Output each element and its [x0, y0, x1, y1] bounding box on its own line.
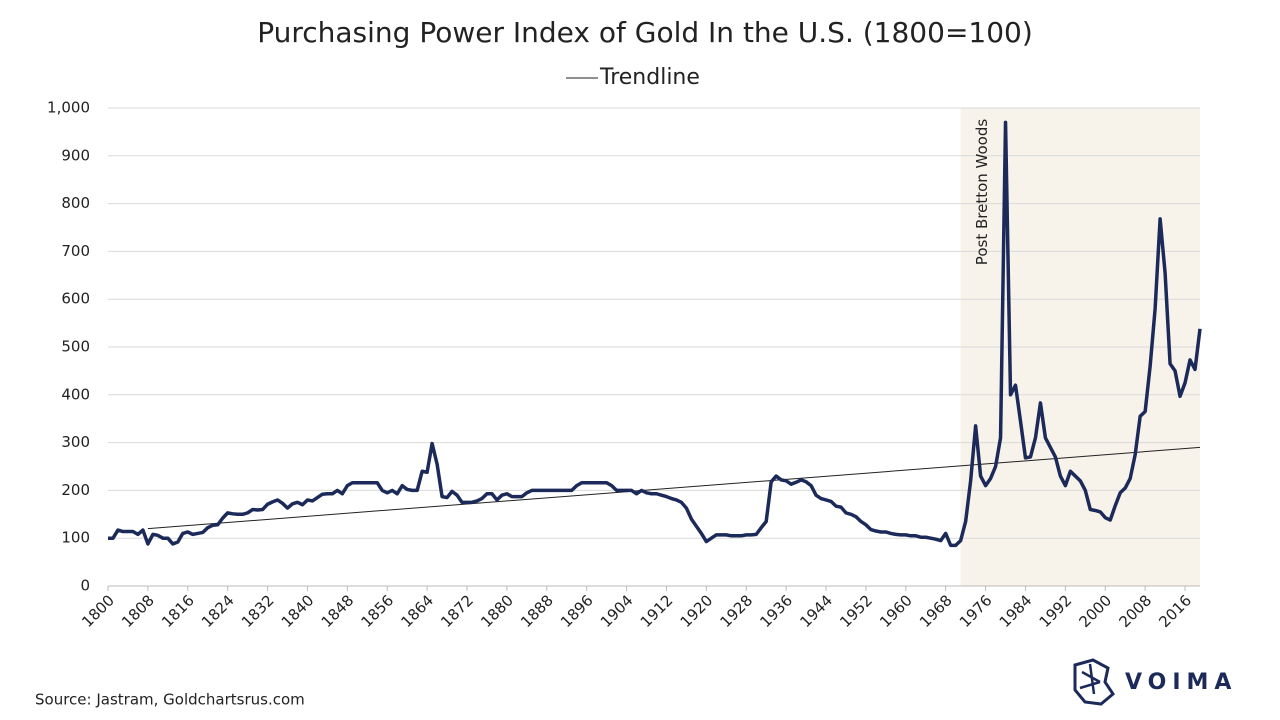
x-tick-label: 1936	[756, 591, 796, 631]
x-tick-label: 1848	[318, 591, 358, 631]
y-tick-label: 900	[61, 146, 90, 164]
x-tick-label: 1912	[637, 591, 677, 631]
y-tick-label: 200	[61, 481, 90, 499]
y-tick-label: 600	[61, 290, 90, 308]
x-tick-label: 1840	[278, 591, 318, 631]
x-tick-label: 1896	[557, 591, 597, 631]
x-tick-label: 1984	[996, 591, 1036, 631]
y-tick-label: 800	[61, 194, 90, 212]
x-tick-label: 2016	[1155, 591, 1195, 631]
x-tick-label: 1856	[358, 591, 398, 631]
chart-title: Purchasing Power Index of Gold In the U.…	[257, 16, 1033, 49]
y-tick-label: 1,000	[47, 99, 90, 117]
x-tick-label: 1864	[397, 591, 437, 631]
x-tick-label: 1816	[158, 591, 198, 631]
x-tick-label: 1960	[876, 591, 916, 631]
x-tick-label: 1872	[437, 591, 477, 631]
x-tick-label: 1832	[238, 591, 278, 631]
x-tick-label: 1824	[198, 591, 238, 631]
x-tick-label: 1976	[956, 591, 996, 631]
x-tick-label: 2000	[1076, 591, 1116, 631]
x-tick-label: 1800	[78, 591, 118, 631]
brand-logo: VOIMA	[1073, 658, 1237, 706]
brand-name: VOIMA	[1125, 670, 1237, 695]
x-tick-label: 1968	[916, 591, 956, 631]
y-tick-label: 100	[61, 529, 90, 547]
data-line	[108, 120, 1202, 548]
y-tick-label: 500	[61, 338, 90, 356]
trendline	[147, 446, 1201, 530]
y-tick-label: 700	[61, 242, 90, 260]
x-tick-label: 1952	[836, 591, 876, 631]
region-label: Post Bretton Woods	[973, 119, 991, 266]
y-tick-label: 300	[61, 433, 90, 451]
x-tick-label: 1808	[118, 591, 158, 631]
y-tick-label: 400	[61, 385, 90, 403]
source-note: Source: Jastram, Goldchartsrus.com	[35, 691, 305, 709]
x-tick-label: 1904	[597, 591, 637, 631]
x-tick-label: 1944	[796, 591, 836, 631]
x-tick-label: 1920	[677, 591, 717, 631]
background-layer	[108, 107, 1200, 587]
legend-label: Trendline	[599, 65, 700, 90]
x-tick-label: 1992	[1036, 591, 1076, 631]
x-tick-label: 2008	[1115, 591, 1155, 631]
x-tick-label: 1880	[477, 591, 517, 631]
y-tick-label: 0	[80, 577, 90, 595]
x-tick-label: 1928	[717, 591, 757, 631]
logo-detail	[1079, 663, 1101, 695]
logo-icon	[1073, 658, 1115, 706]
x-tick-label: 1888	[517, 591, 557, 631]
